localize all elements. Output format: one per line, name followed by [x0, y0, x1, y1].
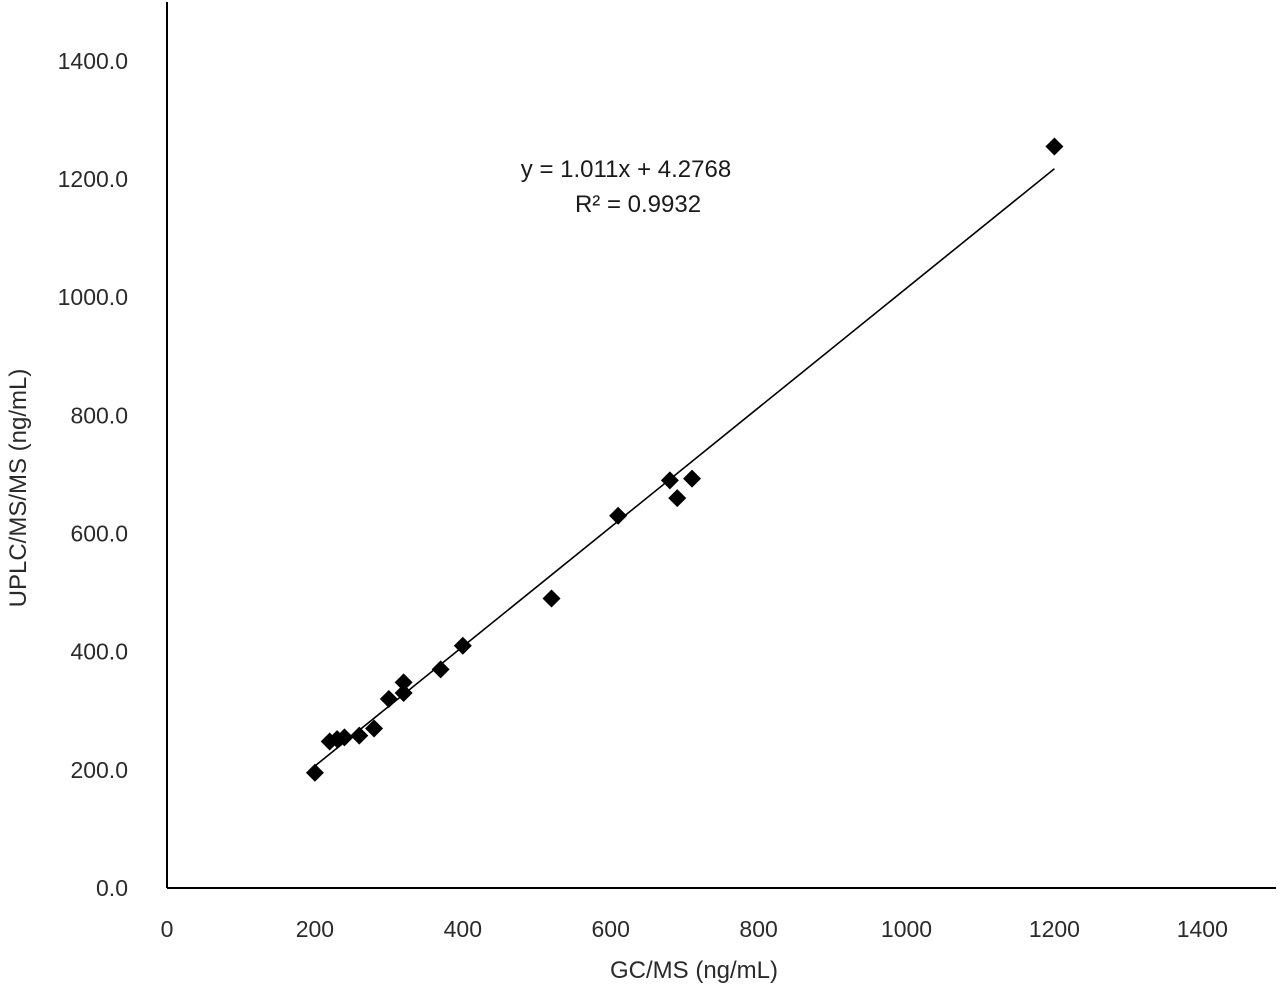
y-axis-title: UPLC/MS/MS (ng/mL) — [5, 369, 32, 608]
data-point — [379, 689, 398, 708]
data-point — [305, 763, 324, 782]
data-point — [394, 673, 413, 692]
data-points — [305, 137, 1064, 782]
data-point — [335, 728, 354, 747]
y-tick-label: 1200.0 — [58, 166, 128, 192]
y-tick-label: 1000.0 — [58, 284, 128, 310]
x-tick-label: 1200 — [1029, 916, 1080, 942]
trendline — [314, 168, 1055, 767]
y-tick-label: 1400.0 — [58, 48, 128, 74]
data-point — [668, 489, 687, 508]
data-point — [365, 719, 384, 738]
x-tick-label: 400 — [444, 916, 482, 942]
trendline-equation: y = 1.011x + 4.2768 — [521, 156, 731, 183]
axes — [166, 2, 1276, 889]
y-tick-labels: 0.0 200.0 400.0 600.0 800.0 1000.0 1200.0 1400.… — [58, 48, 128, 901]
x-tick-label: 1400 — [1177, 916, 1228, 942]
x-axis-title: GC/MS (ng/mL) — [610, 957, 778, 984]
data-point — [431, 660, 450, 679]
data-point — [1045, 137, 1064, 156]
x-tick-label: 800 — [739, 916, 777, 942]
y-tick-label: 600.0 — [70, 521, 128, 547]
data-point — [683, 469, 702, 488]
y-tick-label: 400.0 — [70, 639, 128, 665]
y-tick-label: 0.0 — [96, 875, 128, 901]
data-point — [609, 506, 628, 525]
data-point — [350, 726, 369, 745]
y-tick-label: 200.0 — [70, 757, 128, 783]
data-point — [394, 684, 413, 703]
data-point — [660, 471, 679, 490]
x-tick-label: 0 — [161, 916, 174, 942]
x-tick-label: 1000 — [881, 916, 932, 942]
data-point — [453, 636, 472, 655]
x-tick-label: 200 — [296, 916, 334, 942]
trendline-r2: R² = 0.9932 — [575, 191, 701, 218]
x-tick-labels: 0 200 400 600 800 1000 1200 1400 — [161, 916, 1228, 942]
y-tick-label: 800.0 — [70, 402, 128, 428]
data-point — [542, 589, 561, 608]
x-tick-label: 600 — [592, 916, 630, 942]
